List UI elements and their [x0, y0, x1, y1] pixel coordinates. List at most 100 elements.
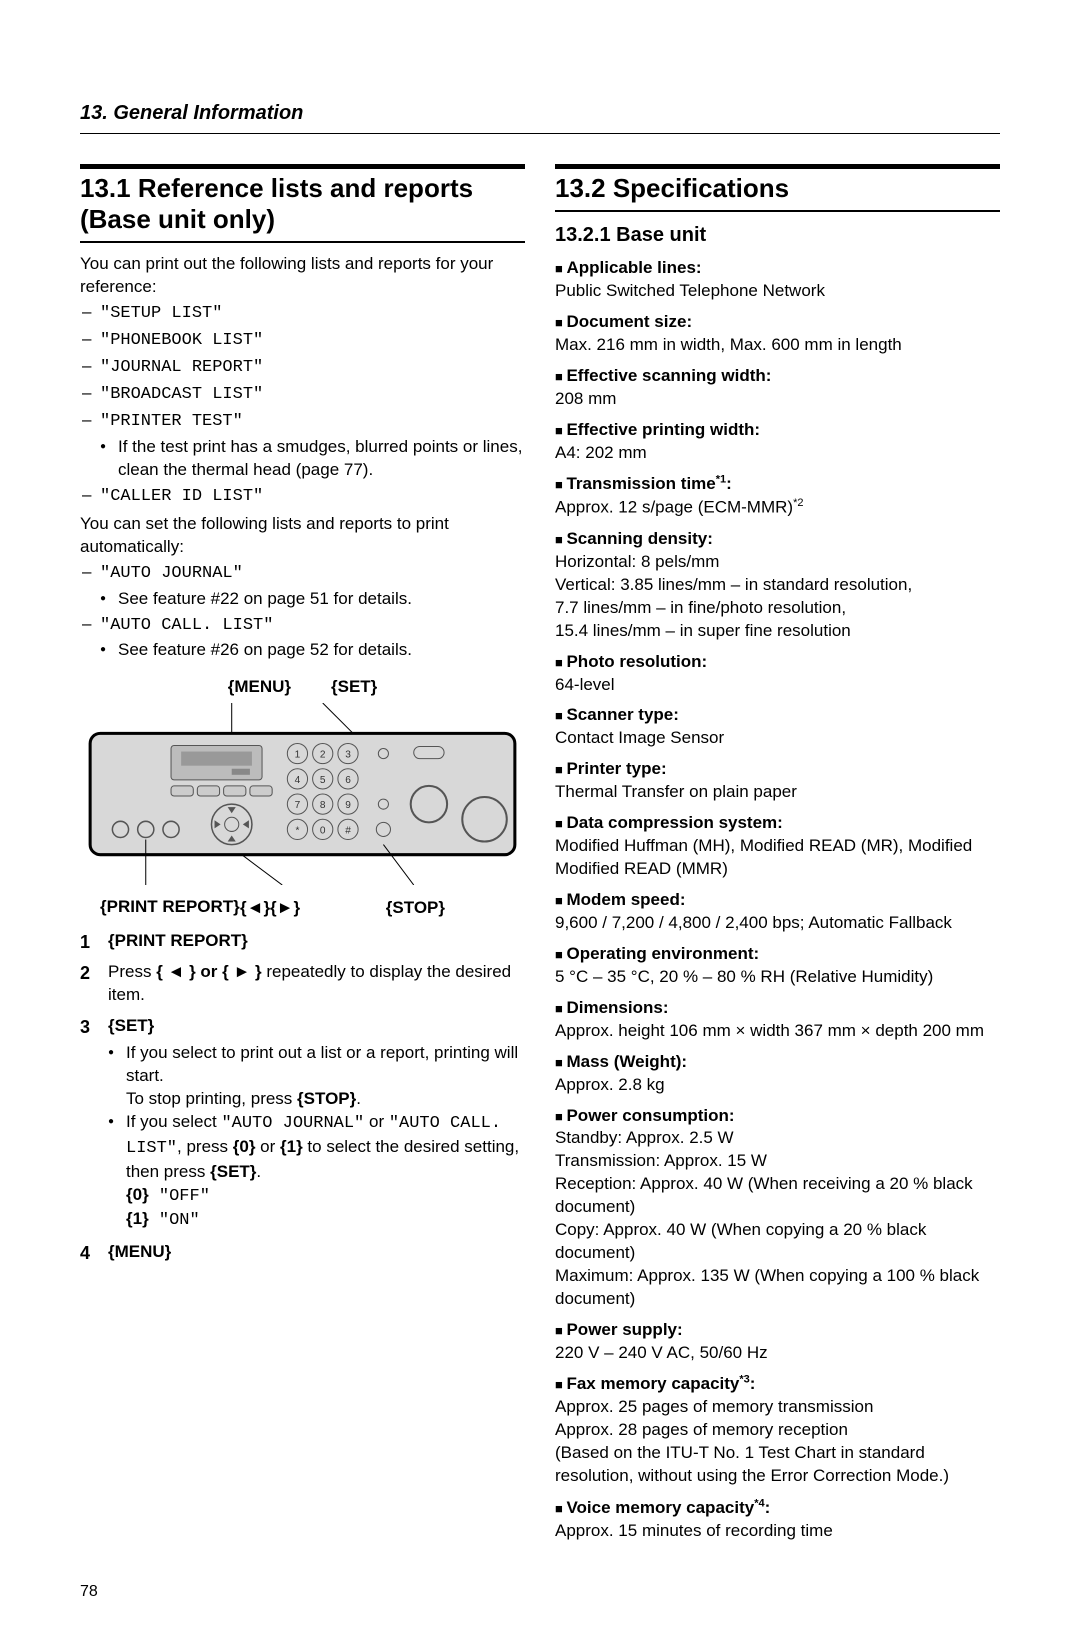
device-diagram: {MENU} {SET} [80, 676, 525, 920]
spec-value: 9,600 / 7,200 / 4,800 / 2,400 bps; Autom… [555, 912, 1000, 935]
list-item: "BROADCAST LIST" [80, 382, 525, 407]
list-item: "PHONEBOOK LIST" [80, 328, 525, 353]
section-13-1-title: 13.1 Reference lists and reports (Base u… [80, 173, 525, 235]
spec-label: Scanner type: [555, 705, 679, 724]
svg-text:9: 9 [345, 800, 351, 811]
key: {1} [126, 1209, 149, 1228]
step-4: {MENU} [80, 1241, 525, 1264]
spec-item: Applicable lines: Public Switched Telepho… [555, 257, 1000, 303]
spec-value: Thermal Transfer on plain paper [555, 781, 1000, 804]
text: . [256, 1162, 261, 1181]
step-keys: { ◄ } or { ► } [156, 962, 261, 981]
rule-thick [555, 164, 1000, 169]
spec-value: Approx. 2.8 kg [555, 1074, 1000, 1097]
key: {0} [126, 1185, 149, 1204]
spec-item: Operating environment: 5 °C – 35 °C, 20 %… [555, 943, 1000, 989]
spec-value: Public Switched Telephone Network [555, 280, 1000, 303]
text: If you select to print out a list or a r… [126, 1043, 518, 1085]
spec-item: Document size: Max. 216 mm in width, Max.… [555, 311, 1000, 357]
intro-text: You can print out the following lists an… [80, 253, 525, 299]
spec-value: 5 °C – 35 °C, 20 % – 80 % RH (Relative H… [555, 966, 1000, 989]
spec-item: Printer type:Thermal Transfer on plain p… [555, 758, 1000, 804]
key: {SET} [210, 1162, 256, 1181]
spec-value: 208 mm [555, 388, 1000, 411]
step-3-bullet-1: If you select to print out a list or a r… [108, 1042, 525, 1111]
spec-item: Power consumption:Standby: Approx. 2.5 W… [555, 1105, 1000, 1311]
list-label: "JOURNAL REPORT" [100, 358, 263, 377]
spec-label: Effective printing width: [555, 420, 760, 439]
diagram-label-stop: {STOP} [386, 897, 445, 920]
spec-label: Operating environment: [555, 944, 759, 963]
step-1: {PRINT REPORT} [80, 930, 525, 953]
option: "ON" [149, 1211, 200, 1230]
quote: "AUTO JOURNAL" [221, 1114, 364, 1133]
rule-thick [80, 164, 525, 169]
rule-thin [80, 241, 525, 243]
list-label: "BROADCAST LIST" [100, 385, 263, 404]
list-label: "PHONEBOOK LIST" [100, 331, 263, 350]
spec-value: Horizontal: 8 pels/mmVertical: 3.85 line… [555, 551, 1000, 643]
spec-label: Effective scanning width: [555, 366, 771, 385]
spec-value: Standby: Approx. 2.5 WTransmission: Appr… [555, 1127, 1000, 1311]
spec-value: Approx. height 106 mm × width 367 mm × d… [555, 1020, 1000, 1043]
spec-item: Photo resolution:64-level [555, 651, 1000, 697]
subsection-title: 13.2.1 Base unit [555, 222, 1000, 249]
svg-text:6: 6 [345, 775, 351, 786]
spec-value: Max. 216 mm in width, Max. 600 mm in len… [555, 334, 1000, 357]
list-label: "SETUP LIST" [100, 304, 222, 323]
spec-label: Applicable lines: [555, 258, 702, 277]
svg-text:1: 1 [295, 750, 301, 761]
printer-test-note: If the test print has a smudges, blurred… [100, 436, 525, 482]
option: "OFF" [149, 1187, 210, 1206]
spec-item: Modem speed: 9,600 / 7,200 / 4,800 / 2,40… [555, 889, 1000, 935]
list-item: "PRINTER TEST" If the test print has a s… [80, 409, 525, 482]
auto-intro: You can set the following lists and repo… [80, 513, 525, 559]
device-illustration: 1 2 3 4 5 6 7 8 9 * 0 # [80, 703, 525, 885]
step-text: {MENU} [108, 1242, 171, 1261]
spec-value: Approx. 25 pages of memory transmissionA… [555, 1396, 1000, 1488]
list-label: "PRINTER TEST" [100, 412, 243, 431]
spec-value: Modified Huffman (MH), Modified READ (MR… [555, 835, 1000, 881]
content-columns: 13.1 Reference lists and reports (Base u… [80, 164, 1000, 1551]
spec-item: Effective scanning width: 208 mm [555, 365, 1000, 411]
spec-item: Scanning density: Horizontal: 8 pels/mmVe… [555, 528, 1000, 643]
spec-value: 64-level [555, 674, 1000, 697]
spec-label: Dimensions: [555, 998, 669, 1017]
spec-label: Scanning density: [555, 529, 713, 548]
step-text: {PRINT REPORT} [108, 931, 248, 950]
spec-value: 220 V – 240 V AC, 50/60 Hz [555, 1342, 1000, 1365]
page-number: 78 [80, 1581, 1000, 1603]
chapter-header: 13. General Information [80, 100, 1000, 134]
svg-text:3: 3 [345, 750, 351, 761]
svg-text:0: 0 [320, 826, 326, 837]
svg-text:7: 7 [295, 800, 301, 811]
spec-value: Contact Image Sensor [555, 727, 1000, 750]
svg-text:*: * [295, 826, 299, 837]
svg-text:4: 4 [295, 775, 301, 786]
list-label: "AUTO JOURNAL" [100, 564, 243, 583]
spec-label: Fax memory capacity*3: [555, 1374, 755, 1393]
svg-text:5: 5 [320, 775, 326, 786]
step-text: {SET} [108, 1016, 154, 1035]
text: If you select [126, 1112, 221, 1131]
spec-label: Modem speed: [555, 890, 686, 909]
spec-item: Effective printing width: A4: 202 mm [555, 419, 1000, 465]
section-13-2-title: 13.2 Specifications [555, 173, 1000, 204]
spec-label: Document size: [555, 312, 692, 331]
list-item: "SETUP LIST" [80, 301, 525, 326]
key: {STOP} [297, 1089, 356, 1108]
specs-list: Applicable lines: Public Switched Telepho… [555, 257, 1000, 1543]
spec-label: Mass (Weight): [555, 1052, 687, 1071]
diagram-label-menu: {MENU} [228, 676, 291, 699]
list-item: "AUTO JOURNAL" See feature #22 on page 5… [80, 561, 525, 611]
list-label: "AUTO CALL. LIST" [100, 616, 273, 635]
key: {0} [233, 1137, 256, 1156]
spec-item: Mass (Weight): Approx. 2.8 kg [555, 1051, 1000, 1097]
spec-value: A4: 202 mm [555, 442, 1000, 465]
spec-item: Dimensions: Approx. height 106 mm × width… [555, 997, 1000, 1043]
procedure-steps: {PRINT REPORT} Press { ◄ } or { ► } repe… [80, 930, 525, 1264]
step-3: {SET} If you select to print out a list … [80, 1015, 525, 1233]
auto-list: "AUTO JOURNAL" See feature #22 on page 5… [80, 561, 525, 663]
svg-text:#: # [345, 826, 351, 837]
spec-label: Data compression system: [555, 813, 783, 832]
